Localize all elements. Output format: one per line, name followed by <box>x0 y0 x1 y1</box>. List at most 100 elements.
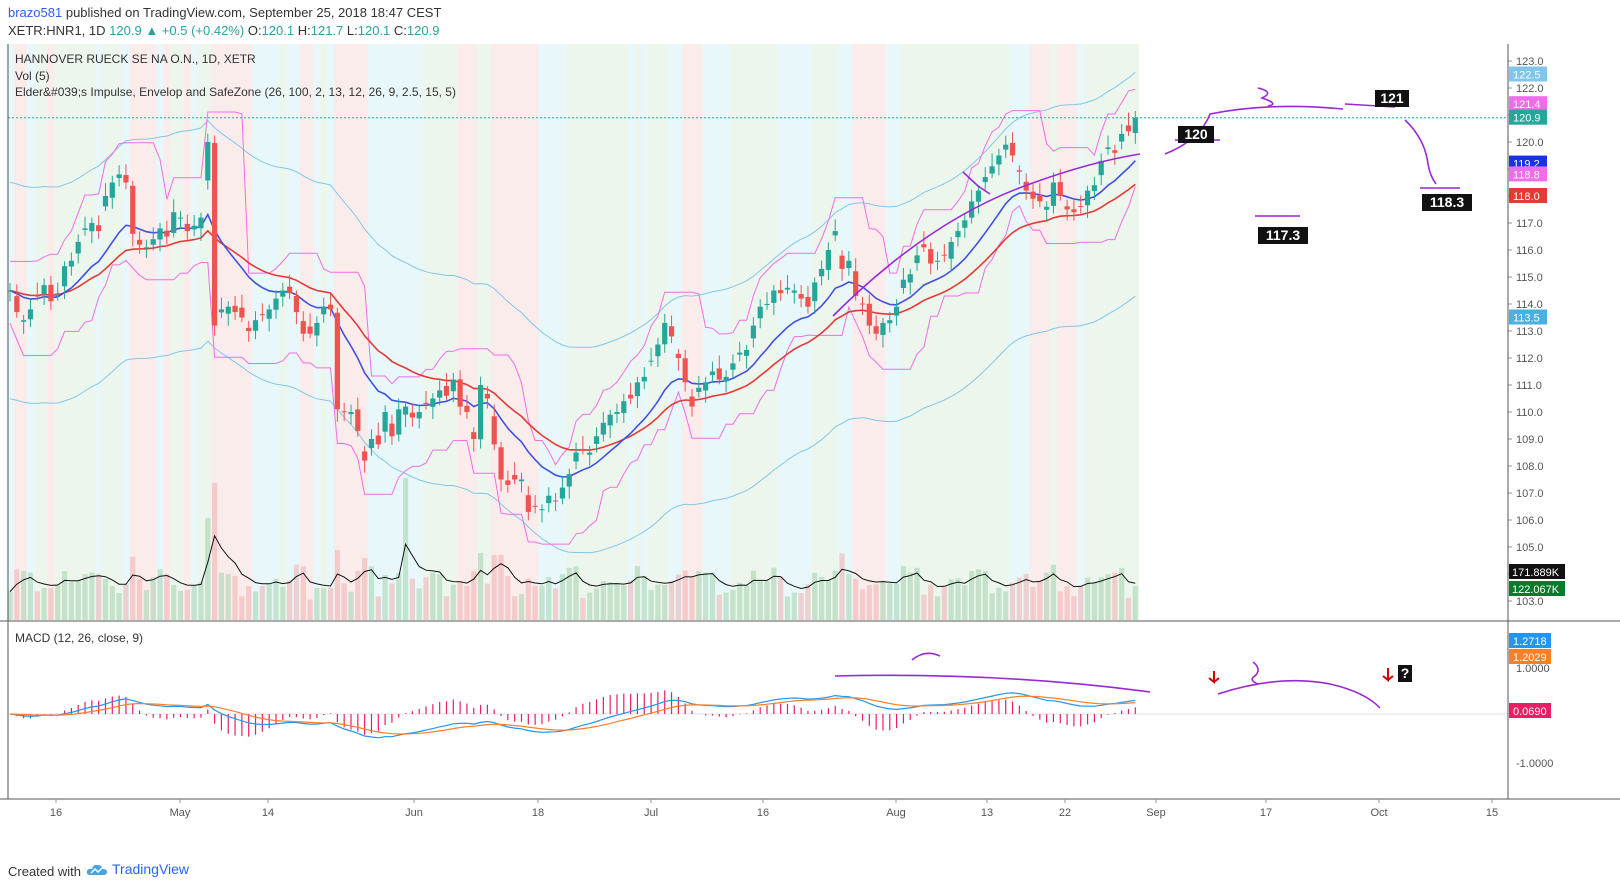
candle <box>812 277 818 314</box>
tradingview-brand[interactable]: TradingView <box>86 861 189 877</box>
candle-body <box>914 255 920 264</box>
volume-bar <box>225 574 231 620</box>
candle <box>703 376 709 403</box>
volume-bar <box>798 593 804 620</box>
impulse-band <box>784 44 792 620</box>
candle <box>634 376 641 409</box>
candle <box>239 294 245 323</box>
impulse-band <box>463 44 471 620</box>
candle-body <box>21 320 27 322</box>
candle-body <box>1016 170 1022 172</box>
candle-body <box>368 439 375 449</box>
candle-body <box>68 260 74 267</box>
impulse-band <box>1022 44 1030 620</box>
impulse-band <box>102 44 110 620</box>
impulse-band <box>927 44 935 620</box>
candle-body <box>587 452 593 455</box>
candle-body <box>730 363 736 370</box>
candle-body <box>975 190 982 202</box>
candle <box>975 185 982 214</box>
macd-legend: MACD (12, 26, close, 9) <box>15 631 143 645</box>
envelope-upper-line <box>9 72 1136 348</box>
volume-bar <box>362 558 368 620</box>
candle <box>764 292 770 310</box>
volume-bar <box>334 550 340 620</box>
volume-bar <box>1125 597 1132 620</box>
candle-body <box>1084 190 1091 206</box>
candle <box>14 284 20 318</box>
annotation-tag: 118.3 <box>1430 194 1464 210</box>
volume-bar <box>423 577 429 620</box>
impulse-band <box>804 44 812 620</box>
macd-tick-label: -1.0000 <box>1516 758 1553 770</box>
candle <box>778 280 784 301</box>
candle-body <box>539 509 545 511</box>
candle <box>716 355 722 385</box>
candle-body <box>1050 182 1057 206</box>
candle-body <box>614 412 620 414</box>
candle <box>136 231 143 254</box>
impulse-band <box>368 44 376 620</box>
candle <box>416 404 422 429</box>
candle <box>928 242 934 275</box>
candle-body <box>887 320 893 324</box>
volume-bar <box>232 575 238 620</box>
candle <box>553 492 559 512</box>
footer: Created with TradingView <box>0 856 1620 886</box>
volume-bar <box>1016 577 1022 620</box>
volume-ma-line <box>9 534 1136 592</box>
volume-bar <box>89 572 95 620</box>
time-tick-label: 16 <box>50 807 62 819</box>
volume-bar <box>859 589 866 620</box>
volume-bar <box>300 566 306 620</box>
volume-bar <box>450 584 456 620</box>
macd-value-label: 1.2718 <box>1513 636 1547 648</box>
volume-bar <box>559 574 566 620</box>
candle-body <box>280 290 286 297</box>
candle <box>7 282 13 302</box>
candle <box>1030 184 1036 209</box>
publish-info: brazo581 published on TradingView.com, S… <box>8 5 441 20</box>
impulse-band <box>1084 44 1092 620</box>
volume-bar <box>171 585 177 620</box>
impulse-band <box>156 44 164 620</box>
volume-bar <box>764 580 770 620</box>
candle-body <box>921 244 927 248</box>
volume-bar <box>239 596 245 620</box>
volume-bar <box>853 578 859 620</box>
volume-bar <box>293 564 300 620</box>
candle <box>1119 124 1125 150</box>
impulse-band <box>1002 44 1010 620</box>
impulse-band <box>504 44 512 620</box>
author-link[interactable]: brazo581 <box>8 5 63 20</box>
candle <box>116 165 122 187</box>
volume-bar <box>703 572 709 620</box>
macd-arc-annotation <box>1217 679 1381 709</box>
candle-body <box>239 307 245 318</box>
impulse-band <box>1097 44 1105 620</box>
candle-body <box>130 185 136 234</box>
last-price: 120.9 <box>109 23 142 38</box>
candle <box>307 313 313 339</box>
candle-body <box>355 409 361 431</box>
price-tick-label: 115.0 <box>1516 272 1543 284</box>
safezone-upper-line <box>10 88 1136 466</box>
candle <box>293 290 300 325</box>
candle-body <box>703 382 709 391</box>
candle <box>232 295 238 320</box>
volume-bar <box>634 566 641 620</box>
publish-text: published on TradingView.com, September … <box>65 5 442 20</box>
candle <box>730 354 736 379</box>
candle-body <box>341 411 347 413</box>
candle <box>941 243 947 263</box>
candle <box>198 212 204 241</box>
price-tick-label: 122.0 <box>1516 83 1544 95</box>
volume-bar <box>587 592 593 620</box>
candle-body <box>641 376 647 382</box>
candle <box>1016 165 1022 185</box>
price-tick-label: 109.0 <box>1516 434 1544 446</box>
volume-bar <box>68 581 74 620</box>
volume-bar <box>607 582 613 620</box>
candle-body <box>675 353 681 358</box>
